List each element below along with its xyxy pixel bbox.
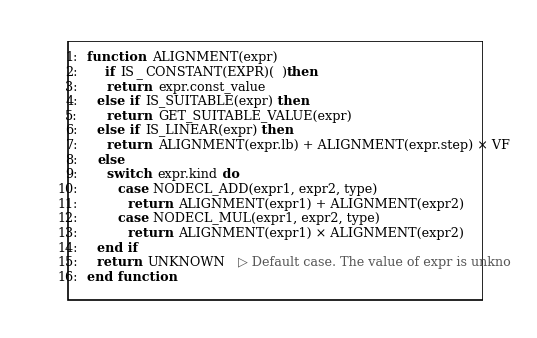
Text: 15:: 15: bbox=[57, 256, 78, 269]
Text: GET_SUITABLE_VALUE(expr): GET_SUITABLE_VALUE(expr) bbox=[158, 110, 352, 123]
Text: ONSTANT(EXPR)(  ): ONSTANT(EXPR)( ) bbox=[155, 66, 287, 79]
Text: 16:: 16: bbox=[57, 271, 78, 284]
Text: switch: switch bbox=[107, 168, 158, 182]
Text: then: then bbox=[257, 124, 294, 138]
Text: _: _ bbox=[134, 66, 146, 79]
Text: else if: else if bbox=[97, 95, 145, 108]
Text: return: return bbox=[107, 80, 158, 94]
Text: do: do bbox=[217, 168, 240, 182]
Text: 3:: 3: bbox=[66, 80, 78, 94]
Text: 7:: 7: bbox=[66, 139, 78, 152]
Text: end if: end if bbox=[97, 242, 139, 255]
Text: 14:: 14: bbox=[57, 242, 78, 255]
Text: C: C bbox=[146, 66, 155, 79]
Text: expr.kind: expr.kind bbox=[158, 168, 217, 182]
Text: function: function bbox=[88, 51, 152, 64]
Text: end function: end function bbox=[88, 271, 178, 284]
Text: else if: else if bbox=[97, 124, 145, 138]
Text: return: return bbox=[128, 227, 178, 240]
Text: return: return bbox=[107, 139, 158, 152]
Text: 6:: 6: bbox=[66, 124, 78, 138]
Text: IS_SUITABLE(expr): IS_SUITABLE(expr) bbox=[145, 95, 273, 108]
Text: else: else bbox=[97, 154, 126, 167]
Text: if: if bbox=[88, 66, 120, 79]
Text: IS: IS bbox=[120, 66, 134, 79]
Text: case: case bbox=[118, 183, 153, 196]
Text: NODECL_ADD(expr1, expr2, type): NODECL_ADD(expr1, expr2, type) bbox=[153, 183, 378, 196]
Text: NODECL_MUL(expr1, expr2, type): NODECL_MUL(expr1, expr2, type) bbox=[153, 212, 380, 225]
Text: 1:: 1: bbox=[66, 51, 78, 64]
Text: 9:: 9: bbox=[66, 168, 78, 182]
Text: IS_LINEAR(expr): IS_LINEAR(expr) bbox=[145, 124, 257, 138]
Text: then: then bbox=[273, 95, 310, 108]
Text: ▷ Default case. The value of expr is unkno: ▷ Default case. The value of expr is unk… bbox=[226, 256, 510, 269]
Text: ALIGNMENT(expr1) × ALIGNMENT(expr2): ALIGNMENT(expr1) × ALIGNMENT(expr2) bbox=[178, 227, 464, 240]
Text: 11:: 11: bbox=[57, 198, 78, 211]
Text: 4:: 4: bbox=[66, 95, 78, 108]
Text: 8:: 8: bbox=[66, 154, 78, 167]
Text: case: case bbox=[118, 212, 153, 225]
Text: return: return bbox=[128, 198, 178, 211]
Text: expr.const_value: expr.const_value bbox=[158, 80, 265, 94]
Text: ALIGNMENT(expr): ALIGNMENT(expr) bbox=[152, 51, 278, 64]
Text: return: return bbox=[97, 256, 148, 269]
Text: 12:: 12: bbox=[57, 212, 78, 225]
Text: 2:: 2: bbox=[66, 66, 78, 79]
Text: then: then bbox=[287, 66, 320, 79]
Text: 10:: 10: bbox=[57, 183, 78, 196]
Text: UNKNOWN: UNKNOWN bbox=[148, 256, 226, 269]
Text: ALIGNMENT(expr1) + ALIGNMENT(expr2): ALIGNMENT(expr1) + ALIGNMENT(expr2) bbox=[178, 198, 464, 211]
Text: 5:: 5: bbox=[66, 110, 78, 123]
Text: return: return bbox=[107, 110, 158, 123]
Text: 13:: 13: bbox=[57, 227, 78, 240]
Text: ALIGNMENT(expr.lb) + ALIGNMENT(expr.step) × VF: ALIGNMENT(expr.lb) + ALIGNMENT(expr.step… bbox=[158, 139, 510, 152]
